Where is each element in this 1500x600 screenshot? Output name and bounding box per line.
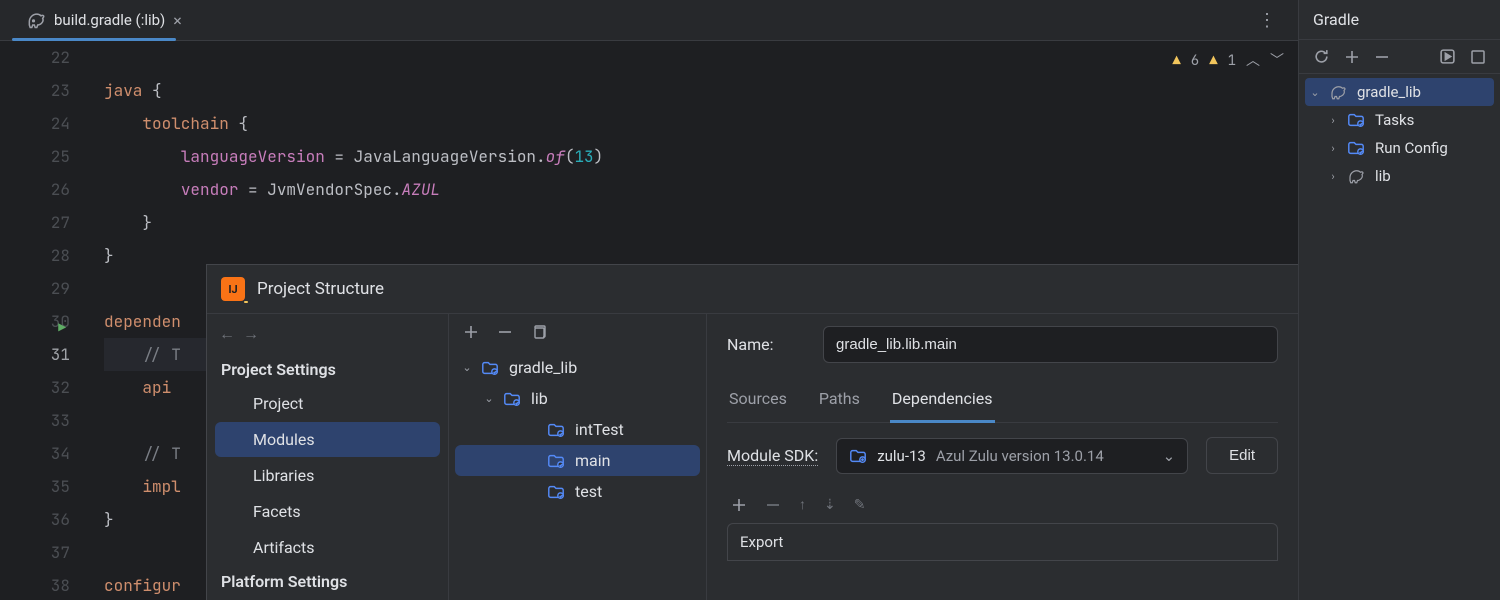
warning-count: 6: [1191, 45, 1199, 78]
plus-icon[interactable]: [731, 497, 747, 513]
sdk-name: zulu-13: [877, 447, 926, 465]
export-column-header: Export: [727, 523, 1278, 561]
editor-tab-bar: build.gradle (:lib) × ⋮: [0, 0, 1298, 41]
module-sdk-label: Module SDK:: [727, 446, 818, 466]
ps-subtabs: Sources Paths Dependencies: [727, 381, 1278, 423]
tab-more-icon[interactable]: ⋮: [1250, 4, 1286, 37]
warning-count: 1: [1228, 45, 1236, 78]
module-tree-node[interactable]: ⌄lib: [455, 383, 700, 414]
gradle-root-node[interactable]: ⌄gradle_lib: [1305, 78, 1494, 106]
ps-nav-item[interactable]: Project: [215, 386, 440, 421]
close-icon[interactable]: ×: [173, 11, 182, 30]
warning-icon: ▲: [1209, 45, 1217, 78]
minus-icon: [765, 497, 781, 513]
dialog-title-bar: IJ Project Structure: [207, 265, 1298, 313]
refresh-icon[interactable]: [1313, 48, 1330, 65]
copy-icon[interactable]: [531, 324, 547, 340]
ps-detail-panel: Name: Sources Paths Dependencies Module SD…: [707, 314, 1298, 600]
execute-icon[interactable]: [1439, 48, 1456, 65]
pencil-icon: ✎: [854, 497, 866, 513]
chevron-up-icon[interactable]: ︿: [1246, 45, 1260, 78]
module-tree-node[interactable]: test: [455, 476, 700, 507]
editor-tab[interactable]: build.gradle (:lib) ×: [12, 0, 196, 40]
ps-subtab[interactable]: Sources: [727, 381, 789, 423]
module-name-input[interactable]: [823, 326, 1278, 363]
ps-nav-item[interactable]: Artifacts: [215, 530, 440, 565]
jdk-icon: [849, 448, 867, 464]
chevron-down-icon[interactable]: ﹀: [1270, 45, 1284, 78]
forward-icon[interactable]: →: [243, 324, 259, 344]
module-tree-node[interactable]: intTest: [455, 414, 700, 445]
ps-nav-item[interactable]: Facets: [215, 494, 440, 529]
ps-subtab[interactable]: Paths: [817, 381, 862, 423]
ps-heading: Project Settings: [207, 354, 448, 385]
module-tree-node[interactable]: main: [455, 445, 700, 476]
arrow-down-icon: ⇣: [824, 497, 836, 513]
minus-icon[interactable]: [1374, 49, 1390, 65]
ps-nav-item[interactable]: Modules: [215, 422, 440, 457]
inspection-widget[interactable]: ▲ 6 ▲ 1 ︿ ﹀: [1172, 45, 1284, 78]
gradle-node[interactable]: ›Tasks: [1305, 106, 1494, 134]
warning-icon: ▲: [1172, 45, 1180, 78]
name-label: Name:: [727, 335, 805, 354]
dependency-toolbar: ↑ ⇣ ✎: [727, 488, 1278, 513]
module-tree-node[interactable]: ⌄gradle_lib: [455, 352, 700, 383]
plus-icon[interactable]: [1344, 49, 1360, 65]
gradle-tool-window: Gradle ⌄gradle_lib›Tasks›Run Config›lib: [1298, 0, 1500, 600]
plus-icon[interactable]: [463, 324, 479, 340]
editor-area: build.gradle (:lib) × ⋮ 2223242526272829…: [0, 0, 1298, 600]
minus-icon[interactable]: [497, 324, 513, 340]
expand-all-icon[interactable]: [1470, 49, 1486, 65]
gradle-node[interactable]: ›Run Config: [1305, 134, 1494, 162]
ps-module-tree: ⌄gradle_lib⌄libintTestmaintest: [449, 314, 707, 600]
sdk-version: Azul Zulu version 13.0.14: [936, 447, 1104, 465]
edit-button[interactable]: Edit: [1206, 437, 1278, 474]
gradle-tree[interactable]: ⌄gradle_lib›Tasks›Run Config›lib: [1299, 74, 1500, 194]
gutter: 222324252627282930▶3132333435363738: [0, 41, 96, 600]
ps-left-nav: ← → Project Settings ProjectModulesLibra…: [207, 314, 449, 600]
gradle-node[interactable]: ›lib: [1305, 162, 1494, 190]
module-sdk-select[interactable]: zulu-13 Azul Zulu version 13.0.14 ⌄: [836, 438, 1188, 474]
ps-heading: Platform Settings: [207, 566, 448, 597]
arrow-up-icon: ↑: [799, 496, 806, 513]
ps-subtab[interactable]: Dependencies: [890, 381, 995, 423]
gradle-title: Gradle: [1299, 0, 1500, 40]
intellij-icon: IJ: [221, 277, 245, 301]
gradle-icon: [26, 10, 46, 30]
back-icon[interactable]: ←: [219, 324, 235, 344]
project-structure-dialog: IJ Project Structure ← → Project Setting…: [206, 264, 1298, 600]
dialog-title: Project Structure: [257, 279, 384, 299]
editor-tab-label: build.gradle (:lib): [54, 11, 165, 29]
chevron-down-icon: ⌄: [1163, 447, 1176, 465]
ps-nav-item[interactable]: Libraries: [215, 458, 440, 493]
